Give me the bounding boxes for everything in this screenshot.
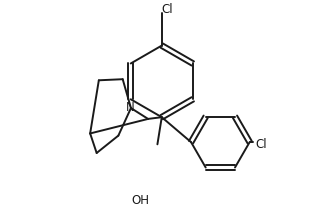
Text: OH: OH [131, 194, 149, 207]
Text: Cl: Cl [161, 3, 172, 16]
Text: N: N [126, 101, 134, 114]
Text: Cl: Cl [255, 138, 267, 151]
